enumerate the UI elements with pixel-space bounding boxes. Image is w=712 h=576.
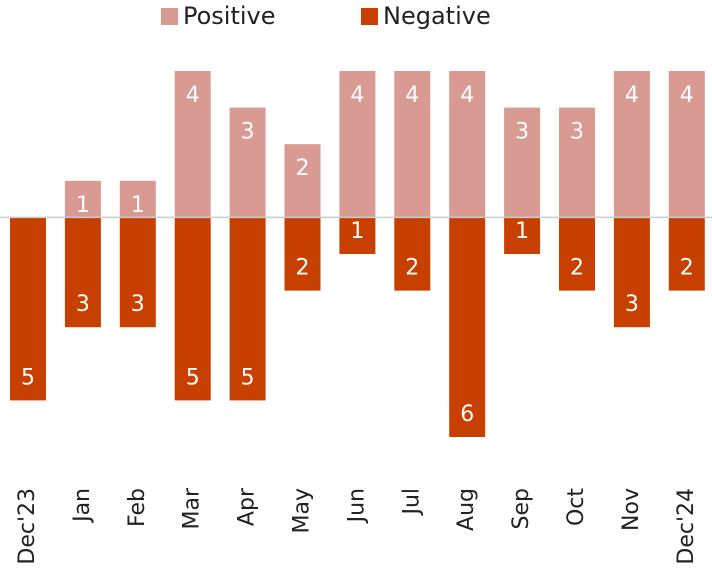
value-label: 2: [296, 256, 310, 281]
x-tick-label: Feb: [125, 488, 150, 527]
value-label: 3: [570, 120, 584, 145]
value-label: 4: [405, 83, 419, 108]
bar: [394, 71, 431, 218]
value-label: 4: [186, 83, 200, 108]
value-label: 1: [131, 193, 145, 218]
bar: [504, 217, 541, 254]
bar: [64, 180, 101, 218]
bar: [449, 217, 486, 437]
value-label: 4: [460, 83, 474, 108]
value-label: 3: [625, 292, 639, 317]
bar: [284, 217, 321, 291]
value-label: 4: [680, 83, 694, 108]
bar: [504, 107, 541, 218]
value-label: 2: [570, 256, 584, 281]
value-label: 5: [21, 365, 35, 390]
x-tick-label: Sep: [509, 488, 534, 529]
value-label: 1: [515, 219, 529, 244]
bar: [668, 217, 705, 291]
legend-label: Positive: [183, 2, 276, 30]
bar: [559, 107, 595, 218]
value-label: 5: [186, 365, 200, 390]
bar: [229, 107, 266, 218]
bar: [119, 217, 156, 328]
value-label: 4: [625, 83, 639, 108]
x-tick-label: Apr: [235, 487, 260, 526]
bar: [284, 144, 321, 218]
value-label: 5: [241, 365, 255, 390]
x-tick-label: Mar: [180, 487, 205, 529]
bar: [394, 217, 431, 291]
x-tick-label: Dec'23: [15, 488, 40, 565]
value-label: 3: [131, 292, 145, 317]
bar: [10, 217, 46, 401]
value-label: 1: [76, 193, 90, 218]
x-tick-label: Dec'24: [674, 488, 699, 565]
bar: [174, 217, 211, 401]
value-label: 4: [350, 83, 364, 108]
x-tick-label: Jul: [399, 488, 424, 517]
bar: [613, 71, 650, 218]
legend-label: Negative: [383, 2, 491, 30]
value-label: 2: [405, 256, 419, 281]
bar: [668, 71, 705, 218]
x-tick-label: May: [290, 488, 315, 533]
x-tick-label: Nov: [619, 488, 644, 531]
legend-swatch: [161, 8, 178, 25]
value-label: 3: [241, 120, 255, 145]
bar: [339, 217, 376, 254]
value-label: 6: [460, 402, 474, 427]
bar: [64, 217, 101, 328]
value-label: 2: [680, 256, 694, 281]
value-label: 3: [76, 292, 90, 317]
bar: [174, 71, 211, 218]
value-label: 3: [515, 120, 529, 145]
value-label: 2: [296, 156, 310, 181]
x-tick-label: Oct: [564, 488, 589, 526]
bar: [119, 180, 156, 218]
bar: [559, 217, 595, 291]
bar: [613, 217, 650, 328]
legend-swatch: [361, 8, 378, 25]
bar: [229, 217, 266, 401]
x-tick-label: Aug: [454, 488, 479, 531]
bar: [449, 71, 486, 218]
x-tick-label: Jan: [70, 488, 95, 524]
bar: [339, 71, 376, 218]
x-tick-label: Jun: [344, 488, 369, 524]
value-label: 1: [350, 219, 364, 244]
